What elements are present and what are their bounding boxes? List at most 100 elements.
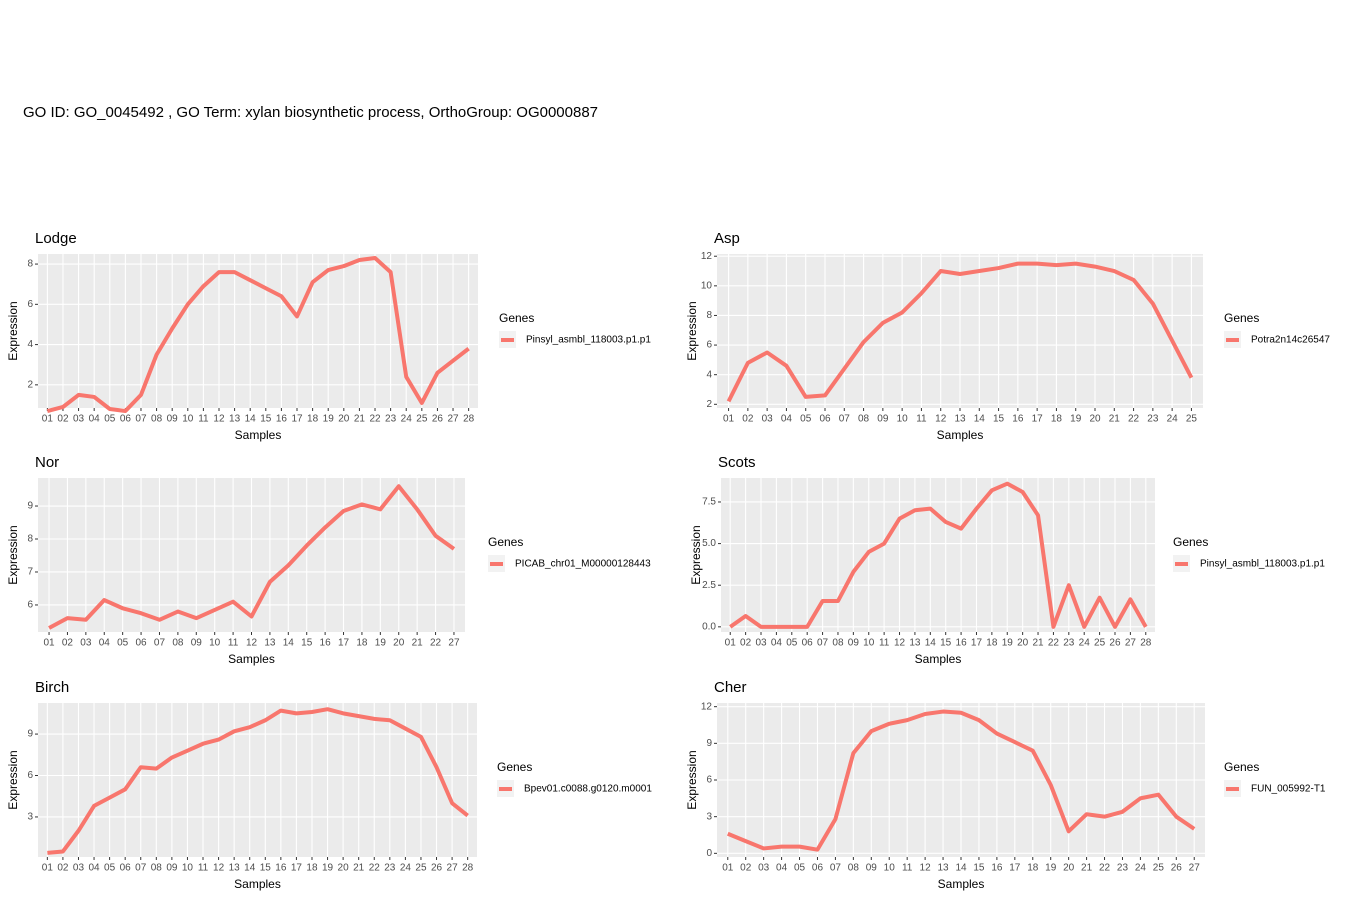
y-tick-label: 8 xyxy=(27,534,33,545)
x-tick-label: 27 xyxy=(448,638,460,649)
x-tick-label: 11 xyxy=(198,863,209,874)
x-tick-label: 24 xyxy=(1079,638,1091,649)
x-tick-label: 23 xyxy=(1063,638,1075,649)
x-tick-label: 10 xyxy=(182,863,194,874)
y-tick-label: 6 xyxy=(706,340,712,351)
x-tick-label: 01 xyxy=(43,638,55,649)
x-tick-label: 25 xyxy=(1186,414,1198,425)
x-tick-label: 17 xyxy=(291,863,303,874)
data-line xyxy=(47,707,469,855)
x-tick-label: 23 xyxy=(384,863,396,874)
x-tick-label: 02 xyxy=(740,638,752,649)
x-tick-label: 10 xyxy=(897,414,909,425)
x-tick-label: 14 xyxy=(283,638,295,649)
x-tick-label: 21 xyxy=(412,638,424,649)
x-tick-label: 16 xyxy=(991,863,1003,874)
x-tick-label: 20 xyxy=(393,638,405,649)
data-line xyxy=(46,256,470,414)
x-tick-label: 14 xyxy=(925,638,937,649)
x-tick-label: 06 xyxy=(812,863,824,874)
x-tick-label: 28 xyxy=(463,414,475,425)
x-tick-label: 03 xyxy=(755,638,767,649)
x-tick-label: 19 xyxy=(1070,414,1082,425)
x-tick-label: 10 xyxy=(863,638,875,649)
x-tick-label: 05 xyxy=(786,638,798,649)
y-tick-label: 2 xyxy=(706,399,712,410)
x-tick-label: 17 xyxy=(1032,414,1044,425)
x-axis-title: Samples xyxy=(938,877,985,891)
x-tick-label: 04 xyxy=(88,863,100,874)
x-tick-label: 12 xyxy=(920,863,932,874)
x-tick-label: 22 xyxy=(369,863,381,874)
x-tick-label: 15 xyxy=(260,863,272,874)
x-tick-label: 09 xyxy=(866,863,878,874)
x-tick-label: 11 xyxy=(916,414,927,425)
x-tick-label: 18 xyxy=(356,638,368,649)
x-tick-label: 12 xyxy=(213,863,225,874)
x-tick-label: 02 xyxy=(740,863,752,874)
x-axis-title: Samples xyxy=(937,428,984,442)
panel-title: Lodge xyxy=(35,230,77,247)
x-tick-label: 27 xyxy=(1125,638,1137,649)
x-tick-label: 11 xyxy=(228,638,239,649)
x-tick-label: 17 xyxy=(338,638,350,649)
x-tick-label: 12 xyxy=(213,414,225,425)
x-tick-label: 06 xyxy=(136,638,148,649)
x-axis-title: Samples xyxy=(234,877,281,891)
plot-background xyxy=(721,478,1155,632)
x-tick-label: 17 xyxy=(291,414,303,425)
y-tick-label: 5.0 xyxy=(702,538,716,549)
x-tick-label: 05 xyxy=(117,638,129,649)
y-tick-label: 4 xyxy=(27,339,33,350)
x-tick-label: 25 xyxy=(1094,638,1106,649)
x-tick-label: 27 xyxy=(1189,863,1201,874)
x-tick-label: 24 xyxy=(1135,863,1147,874)
x-tick-label: 14 xyxy=(244,863,256,874)
y-axis-title: Expression xyxy=(6,525,20,584)
x-tick-label: 07 xyxy=(817,638,829,649)
legend-title: Genes xyxy=(497,760,532,774)
x-tick-label: 15 xyxy=(973,863,985,874)
legend-title: Genes xyxy=(1173,535,1208,549)
x-tick-label: 08 xyxy=(848,863,860,874)
x-tick-label: 02 xyxy=(742,414,754,425)
x-tick-label: 04 xyxy=(99,638,111,649)
x-tick-label: 03 xyxy=(73,863,85,874)
legend-title: Genes xyxy=(488,535,523,549)
legend-label: Potra2n14c26547 xyxy=(1251,335,1330,346)
x-tick-label: 08 xyxy=(151,414,163,425)
y-tick-label: 9 xyxy=(27,501,33,512)
y-tick-label: 12 xyxy=(701,251,713,262)
figure-title: GO ID: GO_0045492 , GO Term: xylan biosy… xyxy=(23,104,598,121)
x-tick-label: 11 xyxy=(198,414,209,425)
x-tick-label: 09 xyxy=(167,414,179,425)
y-tick-label: 6 xyxy=(27,770,33,781)
x-tick-label: 06 xyxy=(802,638,814,649)
plot-background xyxy=(38,703,477,857)
x-tick-label: 21 xyxy=(1109,414,1121,425)
x-axis-title: Samples xyxy=(915,652,962,666)
x-tick-label: 07 xyxy=(154,638,166,649)
x-tick-label: 03 xyxy=(80,638,92,649)
x-tick-label: 17 xyxy=(1009,863,1021,874)
x-tick-label: 05 xyxy=(800,414,812,425)
legend-title: Genes xyxy=(499,311,534,325)
data-line xyxy=(726,261,1194,403)
x-tick-label: 25 xyxy=(416,414,428,425)
y-tick-label: 6 xyxy=(27,600,33,611)
y-tick-label: 6 xyxy=(706,775,712,786)
x-tick-label: 25 xyxy=(1153,863,1165,874)
x-tick-label: 20 xyxy=(1017,638,1029,649)
legend-title: Genes xyxy=(1224,311,1259,325)
x-tick-label: 27 xyxy=(447,863,459,874)
panel-title: Scots xyxy=(718,454,756,471)
legend-title: Genes xyxy=(1224,760,1259,774)
x-tick-label: 08 xyxy=(832,638,844,649)
panel-title: Asp xyxy=(714,230,740,247)
x-tick-label: 18 xyxy=(986,638,998,649)
x-tick-label: 02 xyxy=(62,638,74,649)
x-tick-label: 19 xyxy=(322,863,334,874)
legend-label: Pinsyl_asmbl_118003.p1.p1 xyxy=(1200,559,1325,570)
x-tick-label: 15 xyxy=(993,414,1005,425)
y-tick-label: 0.0 xyxy=(702,621,716,632)
